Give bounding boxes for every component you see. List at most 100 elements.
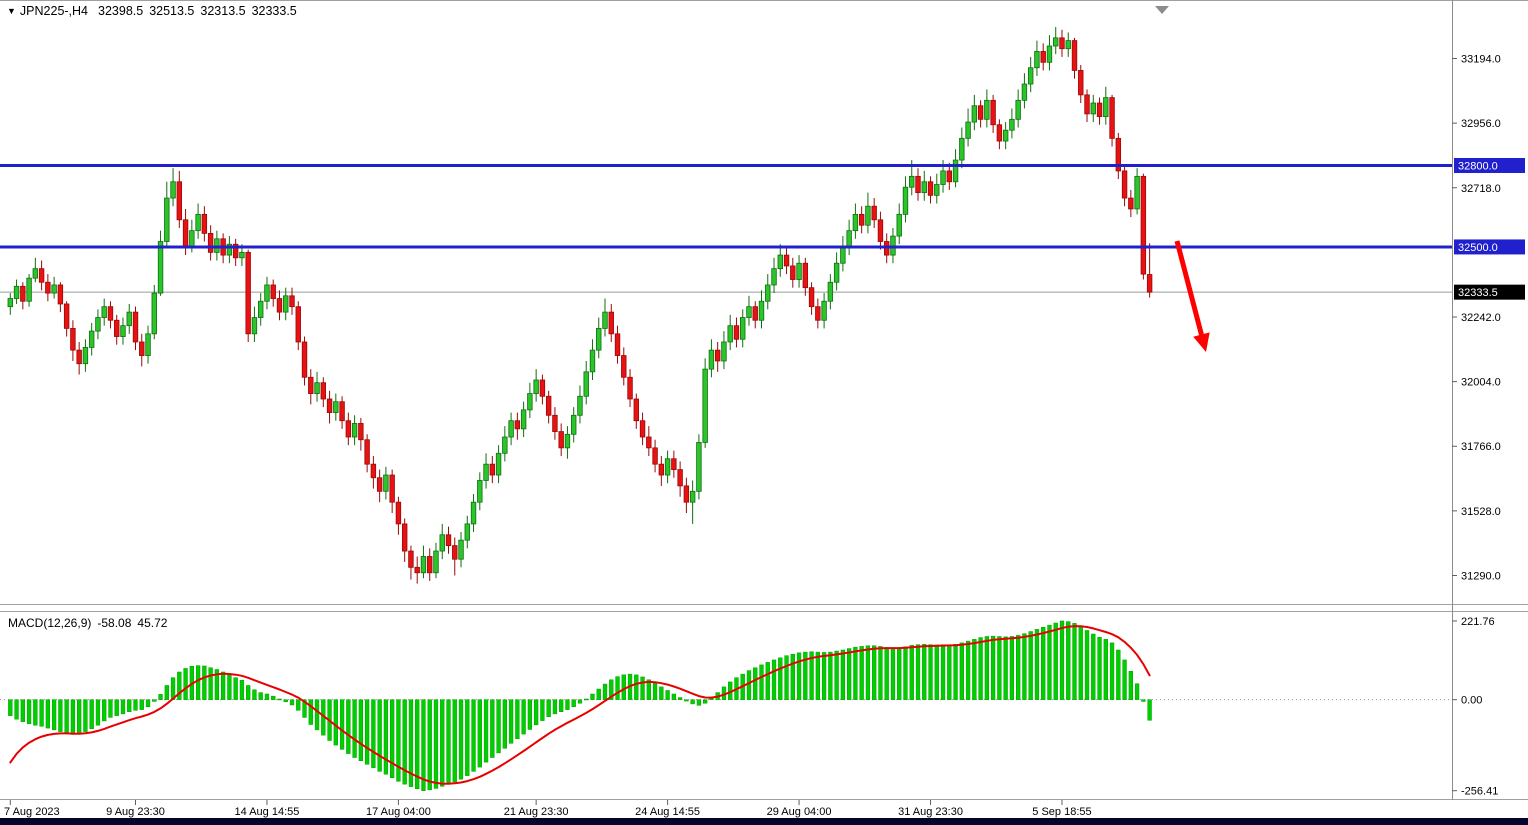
candle-body bbox=[596, 328, 602, 351]
candle-body bbox=[927, 181, 934, 196]
macd-histogram-bar bbox=[878, 646, 883, 700]
macd-histogram-bar bbox=[1066, 621, 1071, 700]
macd-histogram-bar bbox=[26, 699, 32, 725]
candle-body bbox=[245, 251, 251, 335]
macd-tick-label: -256.41 bbox=[1461, 786, 1498, 798]
macd-histogram-bar bbox=[1022, 633, 1027, 700]
time-tick-label: 21 Aug 23:30 bbox=[504, 806, 569, 818]
candle-body bbox=[101, 306, 107, 318]
arrow-head-icon[interactable] bbox=[1193, 332, 1210, 352]
macd-histogram-bar bbox=[677, 697, 683, 700]
macd-histogram-bar bbox=[571, 699, 576, 708]
macd-histogram-bar bbox=[114, 699, 119, 716]
symbol-dropdown-icon[interactable]: ▼ bbox=[7, 6, 16, 16]
candle-body bbox=[508, 420, 514, 438]
candle-body bbox=[38, 268, 45, 283]
macd-histogram-bar bbox=[208, 667, 213, 700]
current-price-badge bbox=[1454, 284, 1525, 300]
macd-histogram-bar bbox=[947, 644, 952, 700]
candle-body bbox=[1134, 175, 1140, 210]
candle-body bbox=[176, 181, 183, 221]
macd-histogram-bar bbox=[1028, 631, 1033, 700]
macd-histogram-bar bbox=[897, 647, 902, 700]
macd-histogram-bar bbox=[965, 640, 971, 700]
macd-histogram-bar bbox=[746, 670, 752, 700]
time-tick-label: 5 Sep 18:55 bbox=[1032, 806, 1091, 818]
macd-histogram-bar bbox=[540, 699, 545, 721]
candle-body bbox=[182, 219, 189, 248]
candle-body bbox=[1040, 51, 1046, 63]
candle-body bbox=[552, 414, 558, 432]
macd-histogram-bar bbox=[646, 679, 651, 700]
candle-body bbox=[1053, 37, 1059, 47]
candle-body bbox=[1078, 70, 1084, 96]
macd-histogram-bar bbox=[227, 674, 232, 700]
macd-histogram-bar bbox=[753, 667, 758, 700]
candle-body bbox=[833, 262, 840, 283]
macd-histogram-bar bbox=[471, 699, 476, 772]
macd-histogram-bar bbox=[158, 694, 163, 700]
macd-histogram-bar bbox=[1053, 622, 1058, 700]
macd-tick-label: 221.76 bbox=[1461, 616, 1495, 628]
candle-body bbox=[170, 181, 176, 199]
macd-histogram-bar bbox=[20, 699, 25, 722]
macd-histogram-bar bbox=[102, 699, 107, 722]
macd-histogram-bar bbox=[696, 699, 702, 706]
candle-body bbox=[301, 341, 308, 378]
candle-body bbox=[558, 431, 564, 449]
candle-body bbox=[452, 545, 458, 560]
candle-body bbox=[395, 501, 402, 525]
candle-body bbox=[1071, 40, 1078, 71]
macd-histogram-bar bbox=[634, 674, 639, 700]
candle-body bbox=[915, 175, 921, 194]
candle-body bbox=[333, 401, 339, 413]
candle-body bbox=[439, 534, 445, 552]
candle-body bbox=[1059, 37, 1065, 50]
candle-body bbox=[445, 534, 452, 547]
candle-body bbox=[289, 295, 295, 308]
candle-body bbox=[295, 306, 301, 343]
candle-body bbox=[727, 325, 733, 343]
candle-body bbox=[527, 393, 533, 411]
macd-histogram-bar bbox=[1097, 636, 1102, 700]
candle-body bbox=[207, 232, 214, 253]
candle-body bbox=[696, 442, 702, 492]
candle-body bbox=[977, 105, 984, 120]
candle-body bbox=[602, 311, 608, 329]
candle-body bbox=[7, 298, 13, 308]
ohlc-close: 32333.5 bbox=[251, 4, 297, 18]
candle-body bbox=[464, 523, 470, 541]
candle-body bbox=[433, 550, 439, 574]
candle-body bbox=[1090, 102, 1096, 115]
macd-histogram-bar bbox=[609, 679, 614, 700]
candle-body bbox=[940, 170, 946, 185]
macd-histogram-bar bbox=[264, 693, 270, 700]
candle-body bbox=[264, 284, 270, 302]
macd-histogram-bar bbox=[1016, 635, 1021, 700]
macd-histogram-bar bbox=[220, 671, 226, 700]
macd-histogram-bar bbox=[809, 651, 814, 700]
macd-histogram-bar bbox=[421, 699, 426, 791]
candle-body bbox=[740, 317, 746, 340]
candle-body bbox=[189, 230, 195, 248]
candle-body bbox=[414, 566, 420, 574]
candle-body bbox=[865, 205, 871, 226]
macd-histogram-bar bbox=[433, 699, 439, 789]
candle-body bbox=[1034, 51, 1040, 69]
candle-body bbox=[489, 463, 496, 476]
candle-body bbox=[308, 376, 314, 394]
macd-histogram-layer bbox=[8, 620, 1152, 791]
candle-body bbox=[714, 349, 721, 362]
macd-histogram-bar bbox=[1122, 659, 1127, 700]
candle-body bbox=[965, 121, 971, 139]
macd-histogram-bar bbox=[853, 646, 858, 700]
candle-body bbox=[51, 284, 57, 294]
candle-body bbox=[971, 105, 978, 123]
candle-body bbox=[577, 395, 583, 416]
candle-body bbox=[257, 300, 264, 318]
arrow-shaft[interactable] bbox=[1174, 240, 1205, 340]
macd-histogram-bar bbox=[177, 671, 182, 700]
